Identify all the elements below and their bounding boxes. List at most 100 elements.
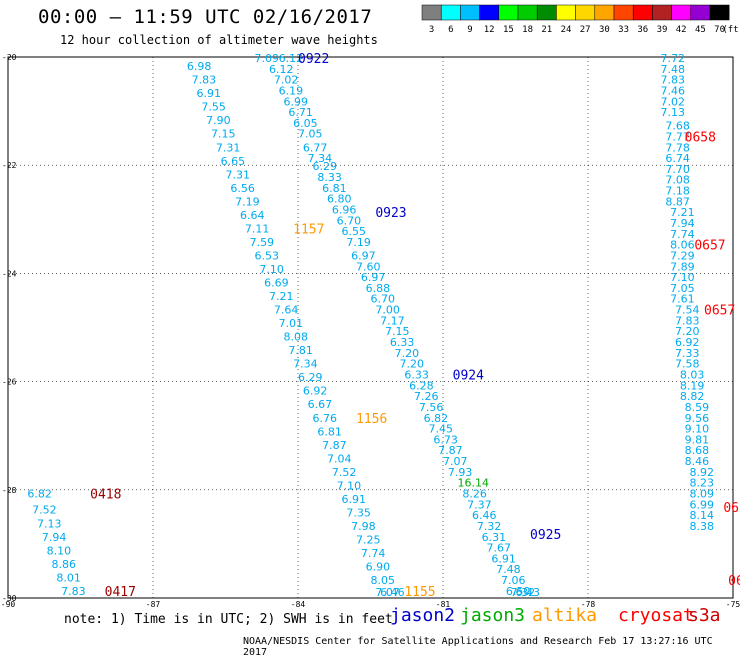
swh-value: 6.96 [332,203,357,216]
swh-value: 6.67 [308,398,333,411]
swh-value: 7.32 [477,520,502,533]
swh-value: 6.55 [342,225,367,238]
swh-value: 7.87 [322,439,347,452]
colorbar-label: 9 [467,25,472,35]
swh-value: 7.94 [670,217,695,230]
mission-label-jason3: jason3 [460,605,526,626]
swh-value: 8.05 [371,574,396,587]
swh-value: 7.18 [665,185,690,198]
swh-value: 6.53 [255,249,280,262]
swh-value: 7.67 [487,542,512,555]
y-tick-label: -28 [2,486,17,495]
swh-value-high: 16.14 [458,477,490,490]
swh-value: 6.70 [337,214,362,227]
swh-value: 7.13 [37,517,62,530]
x-tick-label: -90 [1,600,16,609]
swh-value: 6.05 [293,117,318,130]
colorbar-label: 42 [676,25,687,35]
swh-value: 8.14 [690,509,715,522]
mission-label-jason2: jason2 [390,605,456,626]
colorbar-label: 6 [448,25,453,35]
pass-time-label: 0418 [90,488,121,503]
swh-value: 6.50 [506,585,531,598]
swh-value: 8.59 [685,401,710,414]
mission-label-cryosat: cryosat [618,605,694,626]
swh-value: 6.43 [516,586,541,599]
swh-value: 7.83 [675,314,700,327]
swh-value: 6.91 [491,552,516,565]
swh-value: 7.90 [206,114,231,127]
swh-value: 7.48 [496,563,520,576]
swh-value: 6.76 [313,412,338,425]
swh-value: 6.99 [690,498,715,511]
pass-time-label: 0923 [375,206,406,221]
swh-value: 7.01 [279,317,304,330]
swh-value: 8.23 [690,477,715,490]
x-tick-label: -84 [291,600,306,609]
swh-value: 7.81 [288,344,313,357]
swh-value: 7.45 [429,423,454,436]
swh-value: 7.34 [308,152,333,165]
colorbar-label: 36 [637,25,648,35]
colorbar-label: 39 [657,25,668,35]
pass-time-label: 06 [728,574,740,589]
swh-value: 7.59 [250,236,275,249]
swh-value: 9.56 [685,412,710,425]
swh-value: 8.92 [690,466,715,479]
swh-value: 7.64 [274,304,299,317]
colorbar-label: 45 [695,25,706,35]
pass-time-label: 0924 [453,368,484,383]
swh-value: 7.48 [661,63,686,76]
swh-value: 6.56 [230,182,255,195]
swh-value: 7.83 [192,74,217,87]
swh-value: 7.10 [259,263,284,276]
swh-value: 6.92 [675,336,700,349]
page-subtitle: 12 hour collection of altimeter wave hei… [60,33,378,47]
swh-value: 7.06 [501,574,526,587]
swh-value: 8.33 [317,171,342,184]
swh-value: 7.87 [438,444,463,457]
colorbar-label: 12 [484,25,495,35]
page-title: 00:00 – 11:59 UTC 02/16/2017 [38,6,373,28]
colorbar-label: 18 [522,25,533,35]
swh-value: 7.70 [665,163,690,176]
swh-value: 6.65 [221,155,246,168]
swh-value: 6.81 [317,425,342,438]
swh-value: 7.08 [665,174,690,187]
plot-frame [7,56,734,599]
swh-value: 7.00 [375,304,400,317]
pass-time-label: 0657 [694,239,725,254]
swh-value: 6.99 [284,95,309,108]
swh-value: 7.98 [351,520,376,533]
pass-time-label: 1157 [293,222,324,237]
swh-value: 7.15 [211,128,236,141]
swh-value: 7.17 [380,314,405,327]
swh-value: 6.90 [366,561,391,574]
swh-value: 7.74 [670,228,695,241]
swh-value: 7.02 [661,95,686,108]
swh-value: 9.81 [685,433,710,446]
swh-value: 7.33 [675,347,700,360]
x-tick-label: -81 [436,600,451,609]
swh-value: 7.54 [675,304,700,317]
swh-value: 7.31 [226,168,251,181]
swh-value: 7.07 [443,455,468,468]
colorbar-label: 3 [429,25,434,35]
wave-height-plot: -90 -87 -84 -81 -78 -75 -20 -22 -24 -26 -28 -30 7.09… [1,52,740,609]
swh-value: 8.03 [680,368,705,381]
swh-value: 6.29 [298,371,323,384]
swh-value: 7.35 [346,506,371,519]
swh-value: 7.21 [670,206,695,219]
swh-value: 6.97 [361,271,386,284]
colorbar-label: 30 [599,25,610,35]
swh-value: 8.06 [670,239,695,252]
swh-value: 6.46 [472,509,497,522]
swh-value: 7.05 [298,128,323,141]
swh-value: 6.70 [371,293,396,306]
swh-value: 6.29 [313,160,338,173]
swh-value: 6.91 [197,87,222,100]
swh-value: 8.68 [685,444,710,457]
swh-value: 6.98 [187,60,212,73]
swh-value: 7.52 [332,466,357,479]
